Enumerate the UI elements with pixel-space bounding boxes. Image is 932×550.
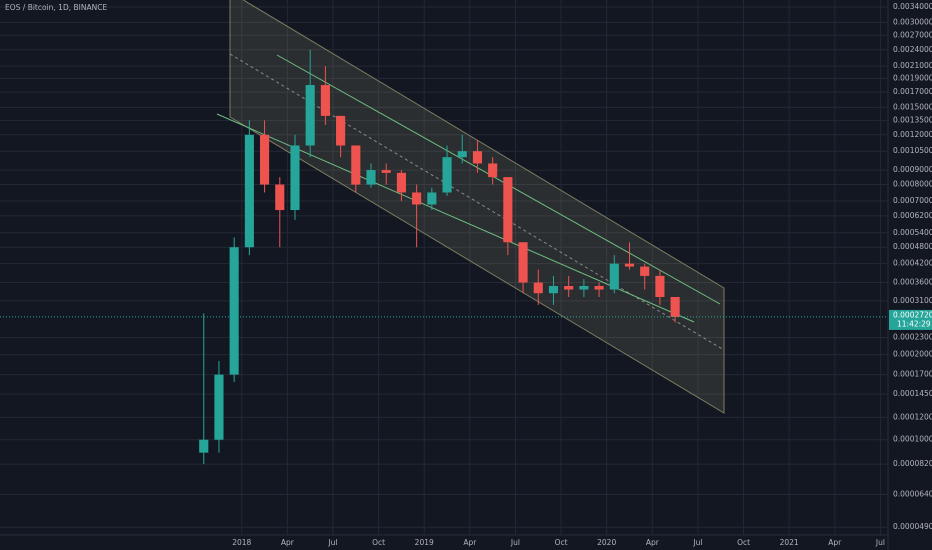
x-tick-label: Jul <box>875 538 885 547</box>
x-tick-label: Apr <box>646 538 660 547</box>
y-tick-label: 0.0001200 <box>893 412 932 421</box>
y-tick-label: 0.0001450 <box>893 389 932 398</box>
y-tick-label: 0.0008000 <box>893 180 932 189</box>
y-tick-label: 0.0002300 <box>893 333 932 342</box>
y-tick-label: 0.0009000 <box>893 165 932 174</box>
candle-body <box>427 192 437 205</box>
y-tick-label: 0.0019000 <box>893 73 932 82</box>
y-tick-label: 0.0000640 <box>893 489 932 498</box>
candle-body <box>366 170 376 185</box>
y-tick-label: 0.0002000 <box>893 350 932 359</box>
y-tick-label: 0.0030000 <box>893 17 932 26</box>
candle-body <box>594 285 604 290</box>
y-tick-label: 0.0012000 <box>893 130 932 139</box>
candle-body <box>320 85 330 116</box>
candle-body <box>579 285 589 290</box>
candle-body <box>275 184 285 211</box>
candle-body <box>229 247 239 375</box>
channel-band <box>229 0 725 414</box>
candle-body <box>488 163 498 178</box>
candle-body <box>199 439 209 453</box>
price-tag-label: 0.0002720 <box>893 310 932 319</box>
candle-body <box>609 263 619 290</box>
y-tick-label: 0.0021000 <box>893 61 932 70</box>
x-tick-label: Oct <box>372 538 385 547</box>
y-tick-label: 0.0010500 <box>893 146 932 155</box>
regression-channel <box>216 0 725 414</box>
y-tick-label: 0.0000820 <box>893 459 932 468</box>
candle-body <box>260 134 270 185</box>
candle-body <box>381 170 391 173</box>
x-tick-label: 2018 <box>232 538 251 547</box>
candle-body <box>351 145 361 185</box>
candle-body <box>670 296 680 317</box>
candles <box>199 49 680 465</box>
candle-body <box>472 151 483 164</box>
x-tick-label: 2020 <box>597 538 616 547</box>
y-tick-label: 0.0013500 <box>893 115 932 124</box>
y-tick-label: 0.0004800 <box>893 242 932 251</box>
x-tick-label: Jul <box>510 538 520 547</box>
x-tick-label: Jul <box>327 538 337 547</box>
x-tick-label: Apr <box>463 538 477 547</box>
candle-body <box>548 285 559 294</box>
y-tick-label: 0.0001000 <box>893 435 932 444</box>
candle-body <box>640 266 650 276</box>
chart-title: EOS / Bitcoin, 1D, BINANCE <box>5 3 107 12</box>
x-tick-label: 2021 <box>780 538 799 547</box>
y-tick-label: 0.0027000 <box>893 30 932 39</box>
y-tick-label: 0.0000490 <box>893 522 932 531</box>
candle-body <box>533 282 543 294</box>
candle-body <box>290 145 300 211</box>
candle-body <box>503 177 513 243</box>
candle-body <box>336 115 346 146</box>
price-tag <box>889 309 932 330</box>
y-tick-label: 0.0003100 <box>893 296 932 305</box>
x-tick-label: 2019 <box>415 538 434 547</box>
y-tick-label: 0.0006200 <box>893 211 932 220</box>
candle-body <box>244 134 254 248</box>
candle-body <box>655 275 665 297</box>
y-tick-label: 0.0005400 <box>893 228 932 237</box>
candle-body <box>624 263 635 267</box>
y-tick-label: 0.0017000 <box>893 87 932 96</box>
candle-body <box>412 192 422 205</box>
x-tick-label: Jul <box>692 538 702 547</box>
candle-body <box>396 172 406 193</box>
y-tick-label: 0.0024000 <box>893 45 932 54</box>
x-tick-label: Oct <box>555 538 568 547</box>
candle-body <box>442 157 452 193</box>
x-tick-label: Apr <box>828 538 842 547</box>
y-tick-label: 0.0003600 <box>893 278 932 287</box>
x-tick-label: Apr <box>281 538 295 547</box>
y-tick-label: 0.0001700 <box>893 370 932 379</box>
y-tick-label: 0.0004200 <box>893 259 932 268</box>
candle-body <box>518 242 528 283</box>
price-tag-countdown: 11:42:29 <box>897 319 931 328</box>
y-tick-label: 0.0034000 <box>893 2 932 11</box>
candle-body <box>457 151 467 158</box>
x-tick-label: Oct <box>737 538 750 547</box>
y-tick-label: 0.0015000 <box>893 102 932 111</box>
candle-body <box>564 285 574 290</box>
candle-body <box>214 374 224 440</box>
y-tick-label: 0.0007000 <box>893 196 932 205</box>
trend-line <box>276 54 721 305</box>
candle-body <box>305 85 315 146</box>
